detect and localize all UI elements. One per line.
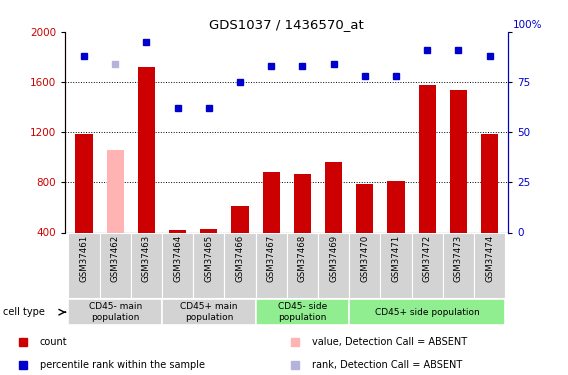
Text: percentile rank within the sample: percentile rank within the sample: [40, 360, 204, 370]
Bar: [131, 232, 162, 298]
Bar: [232, 206, 249, 283]
Bar: [201, 229, 218, 283]
Bar: [349, 232, 381, 298]
Bar: [107, 150, 124, 283]
Text: GSM37474: GSM37474: [485, 234, 494, 282]
Bar: [68, 232, 99, 298]
Text: rank, Detection Call = ABSENT: rank, Detection Call = ABSENT: [312, 360, 463, 370]
Bar: [68, 299, 162, 325]
Text: GSM37465: GSM37465: [204, 234, 214, 282]
Bar: [349, 299, 506, 325]
Text: GSM37471: GSM37471: [391, 234, 400, 282]
Bar: [474, 232, 506, 298]
Bar: [412, 232, 443, 298]
Bar: [381, 232, 412, 298]
Bar: [193, 232, 224, 298]
Text: GSM37468: GSM37468: [298, 234, 307, 282]
Text: GSM37469: GSM37469: [329, 234, 338, 282]
Text: GSM37464: GSM37464: [173, 234, 182, 282]
Bar: [443, 232, 474, 298]
Text: cell type: cell type: [3, 307, 45, 317]
Bar: [450, 90, 467, 283]
Text: GSM37473: GSM37473: [454, 234, 463, 282]
Title: GDS1037 / 1436570_at: GDS1037 / 1436570_at: [210, 18, 364, 31]
Bar: [262, 172, 280, 283]
Bar: [287, 232, 318, 298]
Text: CD45+ side population: CD45+ side population: [375, 308, 479, 316]
Bar: [138, 67, 155, 283]
Bar: [481, 134, 498, 283]
Text: GSM37470: GSM37470: [360, 234, 369, 282]
Text: GSM37467: GSM37467: [267, 234, 275, 282]
Bar: [256, 299, 349, 325]
Bar: [256, 232, 287, 298]
Bar: [325, 162, 342, 283]
Text: CD45+ main
population: CD45+ main population: [180, 303, 237, 322]
Bar: [224, 232, 256, 298]
Text: GSM37462: GSM37462: [111, 234, 120, 282]
Text: CD45- side
population: CD45- side population: [278, 303, 327, 322]
Bar: [169, 230, 186, 283]
Text: value, Detection Call = ABSENT: value, Detection Call = ABSENT: [312, 337, 467, 347]
Bar: [318, 232, 349, 298]
Text: GSM37466: GSM37466: [236, 234, 245, 282]
Bar: [294, 174, 311, 283]
Text: GSM37461: GSM37461: [80, 234, 89, 282]
Bar: [76, 134, 93, 283]
Text: CD45- main
population: CD45- main population: [89, 303, 142, 322]
Text: count: count: [40, 337, 68, 347]
Text: 100%: 100%: [513, 20, 542, 30]
Bar: [162, 232, 193, 298]
Bar: [419, 84, 436, 283]
Text: GSM37463: GSM37463: [142, 234, 151, 282]
Bar: [356, 184, 373, 283]
Bar: [99, 232, 131, 298]
Bar: [387, 181, 404, 283]
Text: GSM37472: GSM37472: [423, 234, 432, 282]
Bar: [162, 299, 256, 325]
